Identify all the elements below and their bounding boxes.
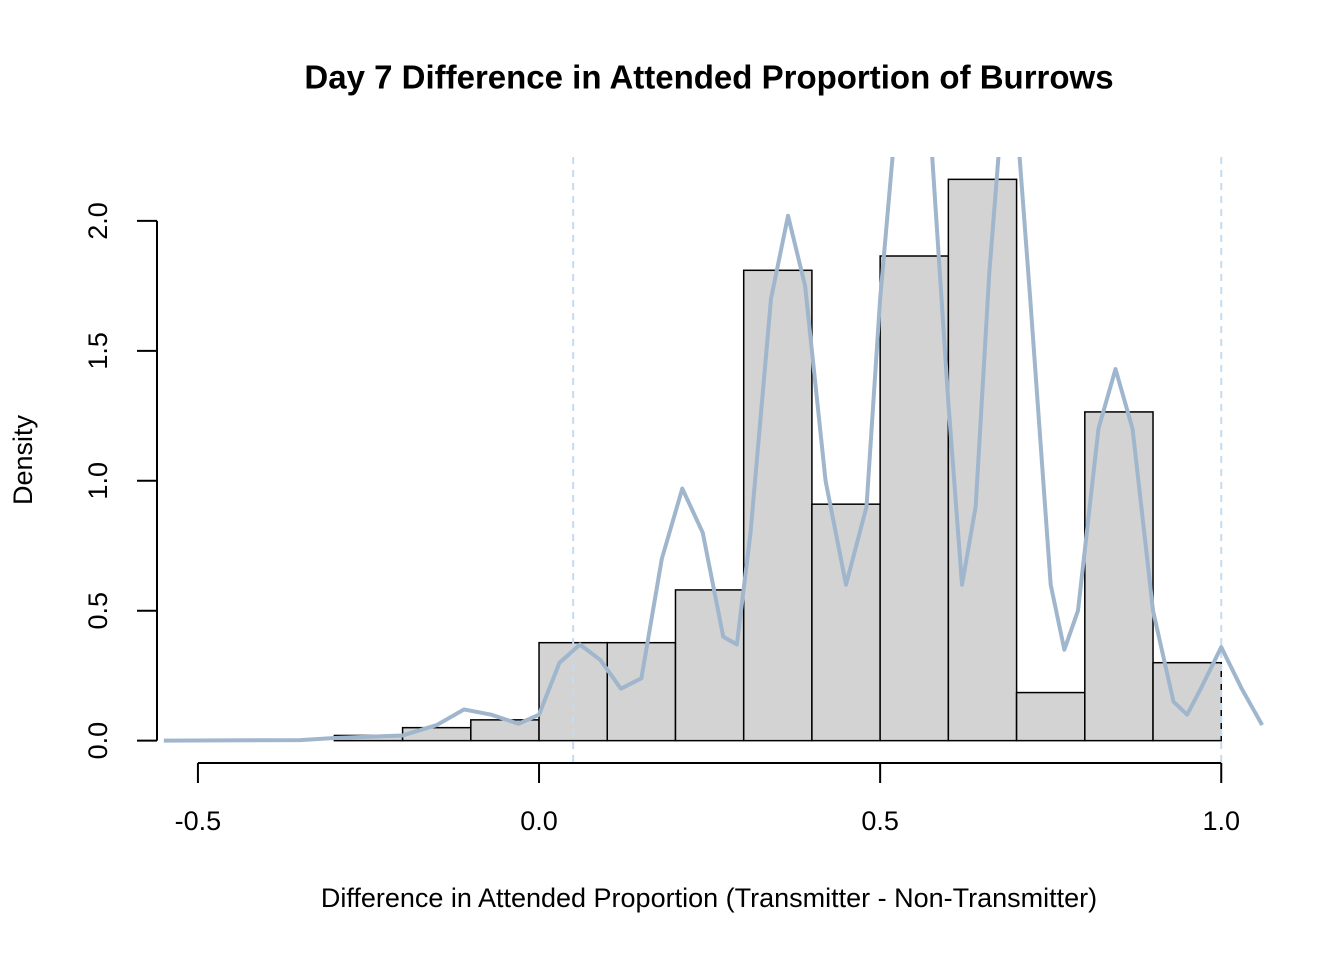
bar	[811, 503, 881, 742]
plot-area	[163, 157, 1264, 763]
x-tick-label: 0.0	[520, 806, 558, 836]
bar	[1152, 661, 1222, 742]
bar	[470, 719, 540, 742]
y-tick-label: 1.0	[83, 462, 113, 500]
x-tick-label: 0.5	[861, 806, 899, 836]
bar	[947, 178, 1018, 742]
y-axis-label: Density	[8, 414, 38, 505]
density-curve	[163, 157, 1264, 743]
x-tick-label: 1.0	[1202, 806, 1240, 836]
bar	[879, 255, 950, 742]
y-tick-label: 2.0	[83, 202, 113, 240]
bar	[1015, 691, 1086, 742]
bar	[674, 589, 745, 742]
bar	[606, 641, 677, 742]
x-axis-label: Difference in Attended Proportion (Trans…	[321, 883, 1097, 913]
y-tick-label: 0.5	[83, 592, 113, 630]
y-tick-label: 1.5	[83, 332, 113, 370]
chart-title: Day 7 Difference in Attended Proportion …	[304, 59, 1113, 96]
x-tick-label: -0.5	[175, 806, 222, 836]
y-tick-label: 0.0	[83, 722, 113, 760]
